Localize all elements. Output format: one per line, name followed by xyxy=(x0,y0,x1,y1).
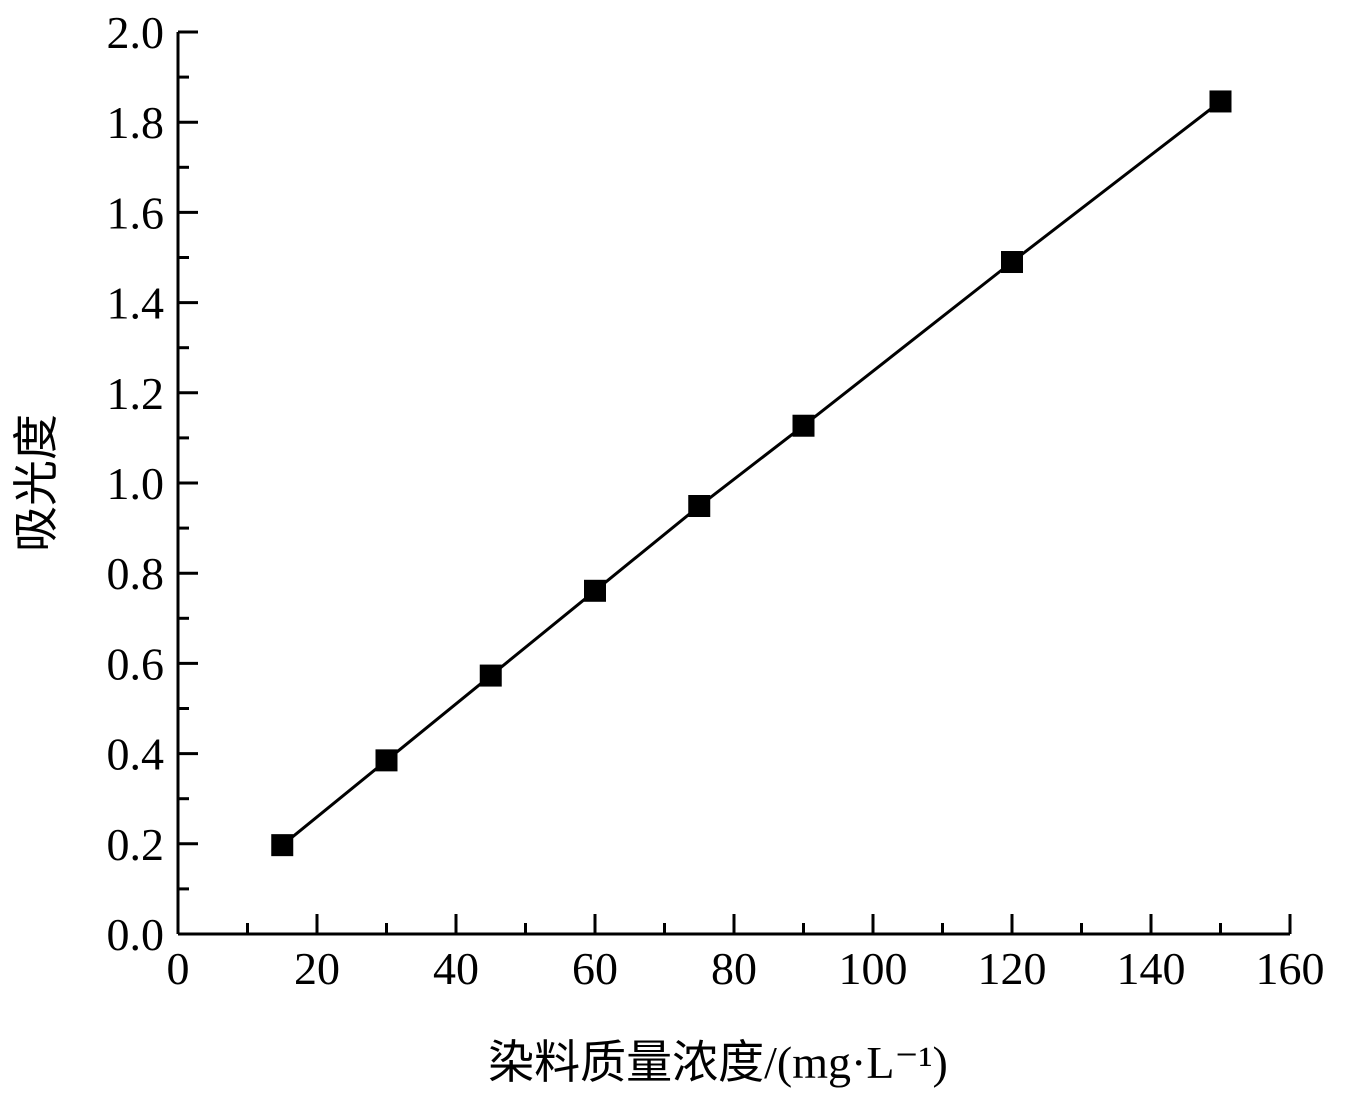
x-tick-label: 0 xyxy=(167,943,190,994)
y-tick-label: 1.4 xyxy=(107,278,165,329)
data-point-marker xyxy=(271,834,294,857)
data-point-marker xyxy=(479,664,502,687)
y-tick-label: 0.2 xyxy=(107,819,165,870)
y-tick-label: 1.0 xyxy=(107,458,165,509)
data-point-marker xyxy=(375,749,398,772)
y-axis-title: 吸光度 xyxy=(11,414,62,552)
data-point-marker xyxy=(792,414,815,437)
y-tick-label: 2.0 xyxy=(107,7,165,58)
y-tick-label: 1.8 xyxy=(107,97,165,148)
data-point-marker xyxy=(1209,90,1232,113)
y-tick-label: 0.4 xyxy=(107,729,165,780)
y-tick-label: 0.6 xyxy=(107,638,165,689)
x-tick-label: 40 xyxy=(433,943,479,994)
y-tick-label: 1.2 xyxy=(107,368,165,419)
y-tick-label: 0.0 xyxy=(107,909,165,960)
y-tick-label: 1.6 xyxy=(107,187,165,238)
y-tick-label: 0.8 xyxy=(107,548,165,599)
axes: 0 20 40 60 80 100 120 140 160 0.0 0.2 0.4 0.6 0.8 1.0 1… xyxy=(107,7,1325,994)
x-axis-title: 染料质量浓度/(mg·L⁻¹) xyxy=(488,1037,948,1088)
x-tick-label: 80 xyxy=(711,943,757,994)
series-layer xyxy=(271,90,1232,857)
series-line xyxy=(281,100,1222,847)
data-point-marker xyxy=(1001,251,1023,274)
x-tick-label: 20 xyxy=(294,943,340,994)
x-tick-label: 60 xyxy=(572,943,618,994)
x-tick-label: 100 xyxy=(839,943,908,994)
x-tick-label: 120 xyxy=(978,943,1047,994)
data-point-marker xyxy=(584,579,606,602)
data-point-marker xyxy=(688,495,711,518)
x-tick-label: 140 xyxy=(1117,943,1186,994)
x-tick-label: 160 xyxy=(1256,943,1325,994)
